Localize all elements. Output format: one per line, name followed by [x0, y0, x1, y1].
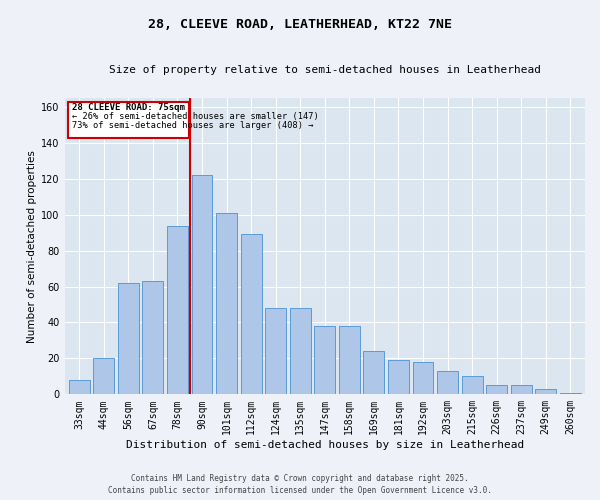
- Bar: [118, 283, 139, 395]
- Bar: [265, 308, 286, 394]
- Y-axis label: Number of semi-detached properties: Number of semi-detached properties: [27, 150, 37, 342]
- Bar: [314, 326, 335, 394]
- Bar: [486, 386, 507, 394]
- FancyBboxPatch shape: [68, 102, 188, 138]
- Title: Size of property relative to semi-detached houses in Leatherhead: Size of property relative to semi-detach…: [109, 65, 541, 75]
- Bar: [241, 234, 262, 394]
- Bar: [535, 389, 556, 394]
- Text: 73% of semi-detached houses are larger (408) →: 73% of semi-detached houses are larger (…: [72, 122, 313, 130]
- Text: ← 26% of semi-detached houses are smaller (147): ← 26% of semi-detached houses are smalle…: [72, 112, 319, 122]
- Bar: [216, 213, 237, 394]
- Text: 28 CLEEVE ROAD: 75sqm: 28 CLEEVE ROAD: 75sqm: [72, 104, 185, 112]
- Bar: [94, 358, 114, 394]
- Bar: [290, 308, 311, 394]
- Bar: [339, 326, 360, 394]
- Bar: [511, 386, 532, 394]
- X-axis label: Distribution of semi-detached houses by size in Leatherhead: Distribution of semi-detached houses by …: [125, 440, 524, 450]
- Bar: [461, 376, 482, 394]
- Bar: [560, 392, 581, 394]
- Bar: [191, 175, 212, 394]
- Bar: [388, 360, 409, 394]
- Text: 28, CLEEVE ROAD, LEATHERHEAD, KT22 7NE: 28, CLEEVE ROAD, LEATHERHEAD, KT22 7NE: [148, 18, 452, 30]
- Bar: [413, 362, 433, 394]
- Bar: [69, 380, 89, 394]
- Bar: [437, 371, 458, 394]
- Bar: [167, 226, 188, 394]
- Bar: [142, 281, 163, 394]
- Bar: [364, 351, 384, 395]
- Text: Contains HM Land Registry data © Crown copyright and database right 2025.
Contai: Contains HM Land Registry data © Crown c…: [108, 474, 492, 495]
